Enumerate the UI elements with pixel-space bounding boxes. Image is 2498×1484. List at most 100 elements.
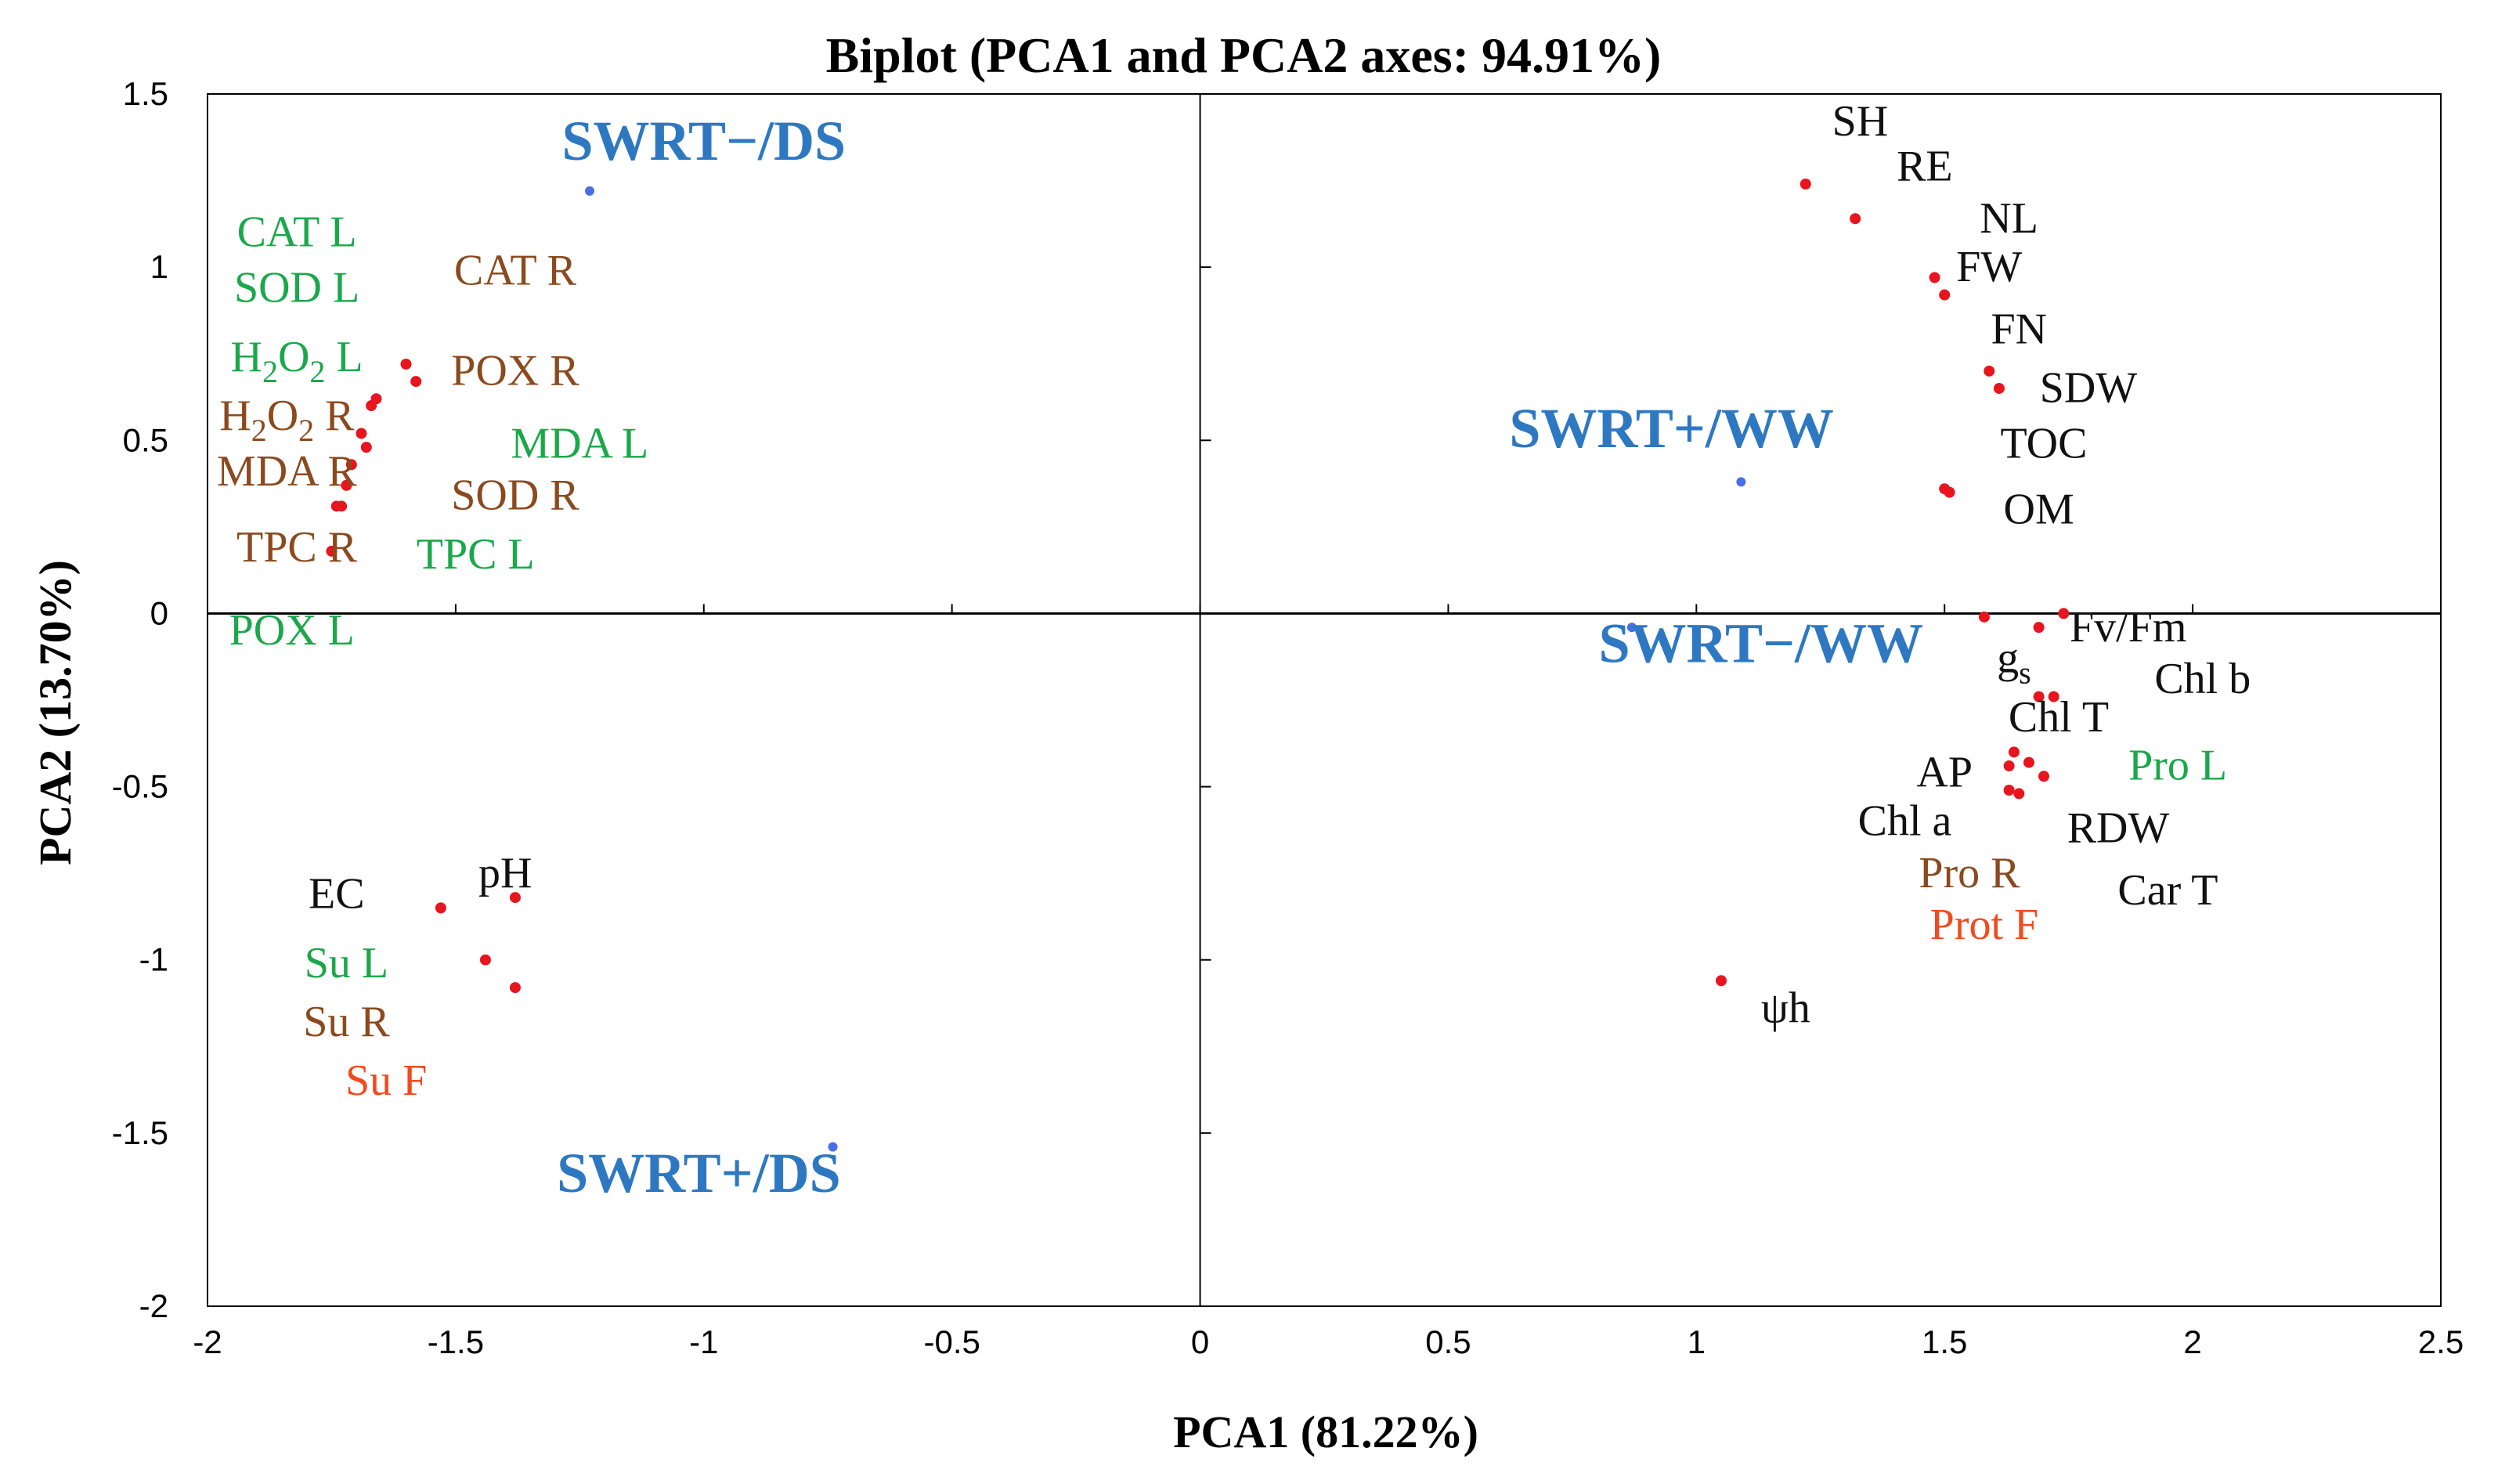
subscript: 2 bbox=[298, 413, 314, 448]
variable-point bbox=[2038, 771, 2049, 782]
variable-label: Pro R bbox=[1919, 849, 2020, 897]
variable-point bbox=[330, 500, 342, 512]
variable-label: FN bbox=[1991, 305, 2047, 353]
variable-point bbox=[435, 902, 446, 914]
label-part: R bbox=[314, 392, 355, 440]
variable-label: Chl T bbox=[2009, 693, 2109, 742]
variable-label: RE bbox=[1897, 143, 1953, 191]
y-tick-label: -1 bbox=[139, 941, 168, 978]
subscript: 2 bbox=[309, 354, 325, 389]
variable-label: Chl a bbox=[1858, 796, 1952, 845]
x-tick-label: 2.5 bbox=[2418, 1323, 2464, 1360]
label-part: O bbox=[267, 392, 298, 440]
variable-point bbox=[2033, 691, 2045, 702]
x-tick-label: -1 bbox=[689, 1323, 718, 1360]
y-tick-label: 1 bbox=[150, 248, 168, 285]
variable-label: OM bbox=[2004, 485, 2074, 533]
variable-label: SOD R bbox=[451, 471, 579, 520]
variable-label: POX R bbox=[451, 347, 579, 395]
variable-label: Fv/Fm bbox=[2070, 603, 2186, 652]
variable-label: AP bbox=[1916, 749, 1973, 797]
variable-point bbox=[1978, 611, 1990, 623]
variable-point bbox=[479, 954, 491, 966]
variable-label: FW bbox=[1956, 243, 2022, 291]
observation-point bbox=[1736, 477, 1746, 487]
variable-point bbox=[1944, 486, 1955, 498]
x-axis-title: PCA1 (81.22%) bbox=[1173, 1406, 1478, 1457]
variable-label: H2O2 L bbox=[231, 333, 363, 389]
variable-label: MDA R bbox=[217, 447, 358, 496]
variable-label: EC bbox=[309, 869, 365, 918]
observation-point bbox=[1626, 623, 1637, 633]
variable-point bbox=[326, 545, 338, 557]
observation-label: SWRT+/DS bbox=[557, 1142, 841, 1204]
variable-point bbox=[2003, 760, 2015, 772]
variable-point bbox=[2048, 691, 2059, 702]
variable-point bbox=[366, 400, 377, 412]
variable-label: Chl b bbox=[2154, 655, 2251, 703]
variable-point bbox=[509, 892, 521, 904]
variable-point bbox=[2033, 622, 2045, 634]
variable-label: Su L bbox=[305, 939, 388, 988]
variable-label: pH bbox=[478, 849, 532, 897]
variable-label: CAT L bbox=[237, 208, 357, 257]
variable-point bbox=[1984, 365, 1995, 377]
variable-point bbox=[1716, 975, 1727, 987]
variable-label: H2O2 R bbox=[219, 392, 355, 448]
variable-label: gs bbox=[1997, 634, 2031, 691]
variable-label: Car T bbox=[2117, 866, 2218, 915]
y-tick-label: 1.5 bbox=[123, 75, 168, 112]
variable-label: SOD L bbox=[234, 263, 359, 312]
axis-ticks: -2 -1.5 -1 -0.5 0 0.5 1 1.5 2 2.5 1.5 1 0.5 0 -0.5 -1 -1… bbox=[112, 75, 2464, 1360]
variable-label: MDA L bbox=[511, 419, 648, 468]
y-tick-label: -2 bbox=[139, 1287, 168, 1324]
variable-label: NL bbox=[1980, 194, 2038, 243]
variable-point bbox=[2003, 784, 2015, 796]
label-part: O bbox=[278, 333, 309, 381]
label-part: L bbox=[325, 333, 363, 381]
variable-point bbox=[1993, 382, 2005, 394]
label-part: H bbox=[231, 333, 262, 381]
observation-labels: SWRT−/DS SWRT+/WW SWRT−/WW SWRT+/DS bbox=[557, 110, 1923, 1204]
variable-label: Prot F bbox=[1930, 901, 2039, 949]
observation-label: SWRT+/WW bbox=[1509, 397, 1834, 460]
variable-label: POX L bbox=[229, 606, 355, 655]
data-points bbox=[326, 178, 2070, 1152]
label-part: H bbox=[219, 392, 251, 440]
variable-label: Pro L bbox=[2128, 742, 2227, 790]
x-tick-label: 1 bbox=[1688, 1323, 1706, 1360]
y-tick-label: -0.5 bbox=[112, 768, 168, 805]
subscript: s bbox=[2019, 655, 2031, 691]
variable-label: TPC R bbox=[236, 523, 358, 572]
x-tick-label: -0.5 bbox=[923, 1323, 980, 1360]
variable-point bbox=[360, 442, 372, 453]
label-part: g bbox=[1997, 634, 2019, 683]
chart-title: Biplot (PCA1 and PCA2 axes: 94.91%) bbox=[826, 27, 1662, 83]
subscript: 2 bbox=[262, 354, 278, 389]
variable-label: SH bbox=[1832, 97, 1889, 146]
variable-label: TOC bbox=[2000, 419, 2087, 468]
x-tick-label: -1.5 bbox=[428, 1323, 484, 1360]
subscript: 2 bbox=[251, 413, 267, 448]
variable-point bbox=[400, 358, 412, 370]
variable-point bbox=[509, 982, 521, 994]
variable-label: RDW bbox=[2067, 803, 2170, 852]
observation-point bbox=[585, 186, 595, 196]
x-tick-label: -2 bbox=[193, 1323, 222, 1360]
variable-point bbox=[2058, 608, 2070, 619]
variable-point bbox=[2008, 746, 2020, 758]
variable-label: ψh bbox=[1761, 984, 1810, 1032]
variable-point bbox=[341, 479, 352, 491]
variable-point bbox=[2023, 756, 2034, 768]
variable-point bbox=[1799, 178, 1811, 190]
variable-label: Su R bbox=[303, 998, 390, 1046]
observation-label: SWRT−/WW bbox=[1598, 612, 1923, 674]
y-axis-title: PCA2 (13.70%) bbox=[30, 560, 81, 865]
x-tick-label: 0 bbox=[1191, 1323, 1209, 1360]
x-tick-label: 0.5 bbox=[1425, 1323, 1471, 1360]
x-tick-label: 2 bbox=[2183, 1323, 2201, 1360]
y-tick-label: -1.5 bbox=[112, 1114, 168, 1151]
variable-label: TPC L bbox=[417, 530, 535, 579]
y-tick-label: 0 bbox=[150, 594, 168, 631]
